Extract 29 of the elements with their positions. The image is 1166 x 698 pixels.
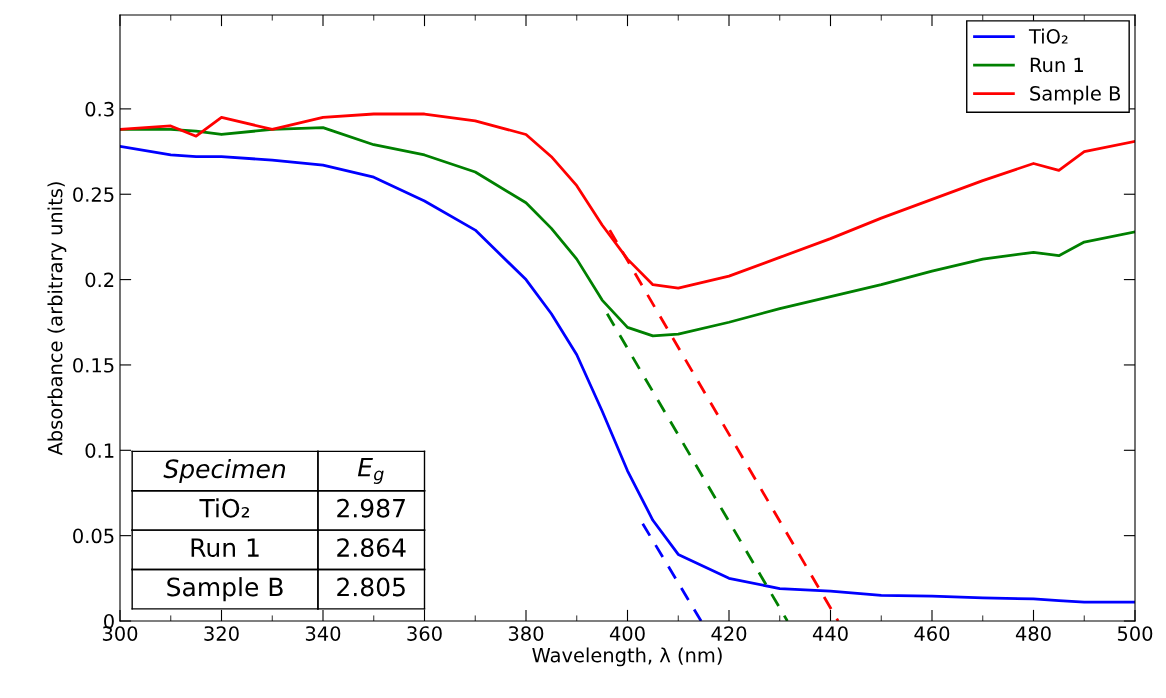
annotation: 2.864 — [337, 538, 406, 558]
annotation: TiO₂ — [199, 498, 250, 518]
legend-label: TiO₂ — [1028, 28, 1068, 44]
annotation: 2.805 — [337, 577, 405, 597]
legend-label: Run 1 — [1030, 57, 1083, 73]
x-tick-label: 480 — [1015, 626, 1051, 641]
x-tick-label: 440 — [812, 626, 848, 641]
x-tick-label: 420 — [711, 626, 747, 641]
x-axis-title: Wavelength, λ (nm) — [532, 647, 722, 667]
annotation: Sample B — [167, 577, 283, 602]
annotation: 2.987 — [337, 498, 405, 518]
annotation: Run 1 — [191, 538, 259, 558]
legend-label: Sample B — [1030, 85, 1121, 105]
x-tick-label: 500 — [1117, 626, 1153, 641]
y-tick-label: 0.1 — [85, 443, 114, 458]
y-tick-label: 0.15 — [73, 357, 114, 373]
y-tick-label: 0.2 — [85, 272, 114, 288]
y-axis-title: Absorbance (arbitrary units) — [47, 182, 67, 456]
annotation: Specimen — [163, 458, 286, 484]
x-tick-label: 320 — [204, 626, 239, 641]
annotation: E$_{g}$ — [357, 458, 384, 484]
y-tick-label: 0.25 — [73, 187, 114, 202]
y-tick-label: 0.3 — [85, 101, 114, 117]
x-tick-label: 360 — [407, 626, 442, 641]
x-tick-label: 340 — [305, 626, 341, 641]
x-tick-label: 380 — [508, 626, 544, 641]
y-tick-label: 0.05 — [73, 528, 114, 544]
x-tick-label: 460 — [914, 626, 950, 641]
x-tick-label: 400 — [609, 626, 645, 641]
